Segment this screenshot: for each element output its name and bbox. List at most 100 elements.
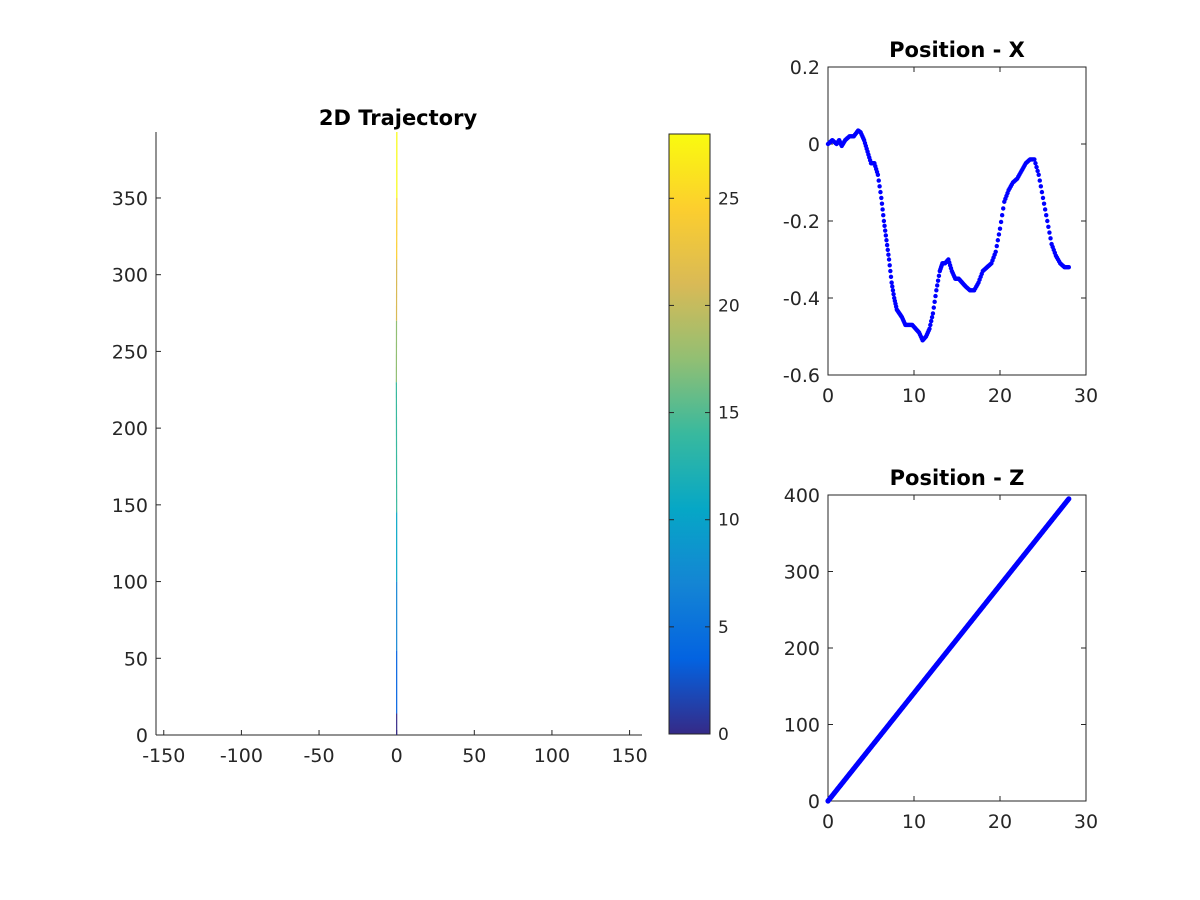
position-x-point xyxy=(882,228,888,233)
trajectory-x-tick-label: -100 xyxy=(220,745,263,767)
trajectory-x-tick-label: 50 xyxy=(462,745,486,767)
position-x-point xyxy=(929,318,934,324)
trajectory-x-tick-label: -50 xyxy=(304,745,335,767)
position-x-y-tick-label: -0.2 xyxy=(783,211,820,233)
position-x-point xyxy=(890,288,896,293)
position-x-point xyxy=(877,184,882,189)
position-x-point xyxy=(993,249,998,254)
position-z-y-tick-label: 300 xyxy=(784,562,820,584)
position-x-point xyxy=(1001,206,1006,211)
position-x-point xyxy=(998,219,1004,225)
position-x-point xyxy=(936,273,942,279)
trajectory-y-tick-label: 350 xyxy=(112,188,148,210)
position-x-point xyxy=(887,263,892,268)
trajectory-y-ticks: 0 50 100 150 200 250 300 350 xyxy=(112,188,161,747)
position-x-point xyxy=(999,213,1005,218)
position-x-point xyxy=(875,172,881,177)
position-x-point xyxy=(1032,157,1037,162)
position-z-y-tick-label: 100 xyxy=(784,715,820,737)
trajectory-x-tick-label: 100 xyxy=(534,745,570,767)
trajectory-title: 2D Trajectory xyxy=(319,106,478,130)
position-x-point xyxy=(935,283,940,288)
position-z-point xyxy=(1066,496,1072,502)
position-x-point xyxy=(882,223,887,229)
position-z-axes: Position - Z 0 10 20 30 0 100 200 300 400 xyxy=(784,466,1098,833)
position-z-x-tick-label: 10 xyxy=(902,811,926,833)
position-x-point xyxy=(931,305,936,310)
position-x-point xyxy=(1047,230,1052,235)
position-x-point xyxy=(1044,213,1049,218)
position-x-point xyxy=(880,207,885,212)
position-x-point xyxy=(886,252,891,257)
position-x-point xyxy=(1033,161,1038,166)
trajectory-y-tick-label: 200 xyxy=(112,418,148,440)
position-x-point xyxy=(1048,236,1053,241)
trajectory-y-tick-label: 150 xyxy=(112,495,148,517)
position-x-point xyxy=(881,218,887,224)
position-x-x-tick-label: 20 xyxy=(988,385,1012,407)
position-x-axes: Position - X 0 10 20 30 0.2 0 -0.2 -0.4 -0.6 xyxy=(783,38,1098,407)
position-x-point xyxy=(1036,172,1041,177)
position-x-point xyxy=(996,232,1002,237)
position-x-point xyxy=(1042,207,1048,212)
position-x-point xyxy=(930,311,936,316)
position-x-point xyxy=(883,233,889,238)
position-z-x-tick-label: 20 xyxy=(988,811,1012,833)
colorbar: 0 5 10 15 20 25 xyxy=(668,133,740,745)
position-z-points xyxy=(825,496,1072,804)
position-x-y-tick-label: -0.4 xyxy=(783,288,820,310)
position-z-y-tick-label: 400 xyxy=(784,485,820,507)
position-x-point xyxy=(1045,218,1050,224)
position-x-point xyxy=(878,189,883,195)
position-x-point xyxy=(885,247,890,253)
position-x-point xyxy=(1035,168,1040,174)
position-x-point xyxy=(995,238,1001,243)
position-z-y-tick-label: 200 xyxy=(784,638,820,660)
position-x-point xyxy=(935,278,941,283)
position-z-x-tick-label: 0 xyxy=(822,811,834,833)
colorbar-tick-label: 5 xyxy=(718,618,729,638)
position-x-point xyxy=(1037,178,1042,183)
position-z-x-ticks: 0 10 20 30 xyxy=(822,495,1098,833)
trajectory-x-tick-label: -150 xyxy=(142,745,185,767)
position-x-point xyxy=(994,243,999,249)
position-x-point xyxy=(884,238,889,243)
position-x-point xyxy=(934,288,939,293)
position-x-point xyxy=(884,242,890,248)
trajectory-y-tick-label: 300 xyxy=(112,265,148,287)
position-x-point xyxy=(1046,224,1051,229)
trajectory-y-tick-label: 100 xyxy=(112,572,148,594)
position-x-x-tick-label: 0 xyxy=(822,385,834,407)
colorbar-tick-label: 20 xyxy=(718,296,740,316)
position-x-point xyxy=(1066,265,1072,270)
position-x-point xyxy=(1041,201,1047,206)
position-x-point xyxy=(928,322,933,328)
position-x-x-ticks: 0 10 20 30 xyxy=(822,67,1098,407)
position-x-point xyxy=(1034,164,1039,170)
position-x-point xyxy=(932,299,937,305)
position-x-points xyxy=(825,128,1072,343)
position-x-y-tick-label: -0.6 xyxy=(783,365,820,387)
position-x-title: Position - X xyxy=(889,38,1025,62)
position-z-y-ticks: 0 100 200 300 400 xyxy=(784,485,1086,813)
position-x-x-tick-label: 30 xyxy=(1074,385,1098,407)
trajectory-axes: 2D Trajectory -150 -100 -50 0 50 100 150 0 50 10… xyxy=(112,106,648,767)
position-x-point xyxy=(891,291,896,297)
trajectory-x-ticks: -150 -100 -50 0 50 100 150 xyxy=(142,730,648,767)
trajectory-y-tick-label: 0 xyxy=(136,725,148,747)
position-z-x-tick-label: 30 xyxy=(1074,811,1098,833)
position-x-point xyxy=(879,201,885,206)
trajectory-y-tick-label: 50 xyxy=(124,648,148,670)
position-z-title: Position - Z xyxy=(890,466,1025,490)
colorbar-tick-label: 15 xyxy=(718,404,740,424)
position-x-point xyxy=(1039,189,1045,195)
trajectory-x-tick-label: 150 xyxy=(611,745,647,767)
colorbar-tick-label: 10 xyxy=(718,511,740,531)
position-x-point xyxy=(888,274,894,280)
position-x-point xyxy=(889,280,894,285)
position-x-point xyxy=(1038,184,1044,189)
position-x-point xyxy=(886,257,892,262)
position-x-point xyxy=(927,326,932,331)
